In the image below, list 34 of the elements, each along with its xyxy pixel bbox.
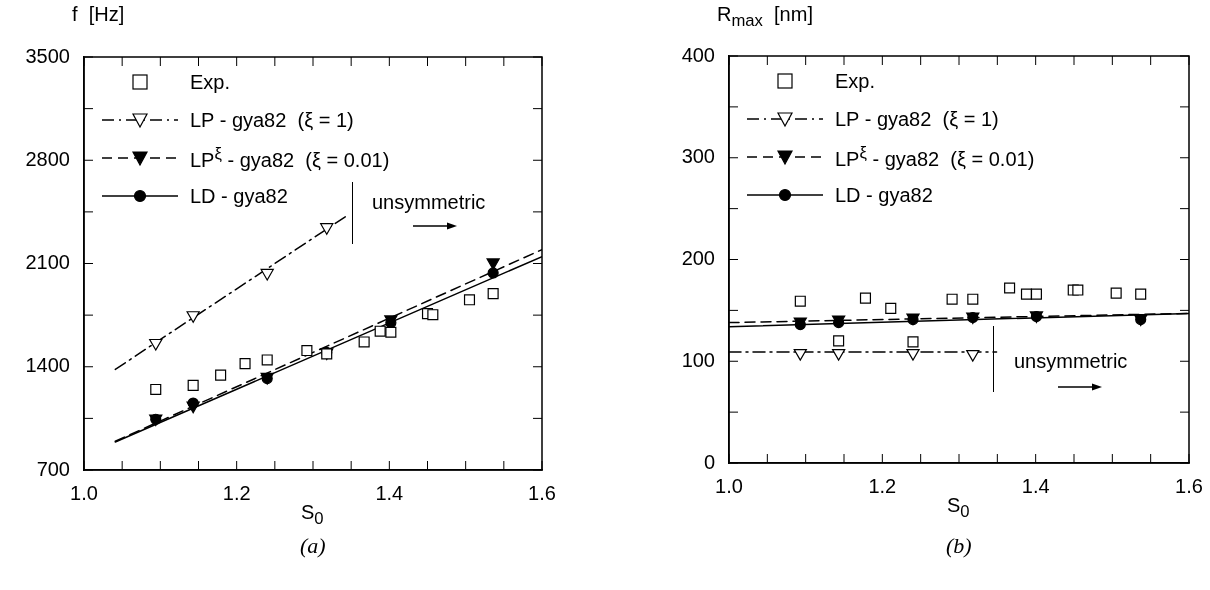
annotation: unsymmetric (1014, 350, 1128, 372)
y-tick-label: 2800 (25, 147, 70, 170)
x-axis-title: S$_{0}$ (301, 501, 324, 528)
y-tick-label: 1400 (25, 354, 70, 377)
y-tick-label: 200 (681, 247, 715, 270)
x-tick-label: 1.0 (70, 481, 98, 504)
x-tick-label: 1.6 (528, 481, 556, 504)
legend-label: LP - gya82 (ξ = 1) (835, 107, 999, 131)
legend-label: LP$^{ξ}$ - gya82 (ξ = 0.01) (190, 144, 390, 172)
y-tick-label: 300 (681, 145, 715, 168)
legend-label: Exp. (835, 69, 876, 93)
x-tick-label: 1.0 (715, 474, 743, 497)
annotation: unsymmetric (372, 191, 486, 213)
y-tick-label: 0 (703, 450, 715, 473)
legend-label: LP$^{ξ}$ - gya82 (ξ = 0.01) (835, 143, 1035, 171)
legend-label: Exp. (190, 70, 231, 94)
x-tick-label: 1.6 (1175, 474, 1203, 497)
y-tick-label: 2100 (25, 251, 70, 274)
x-tick-label: 1.2 (222, 481, 251, 504)
legend-label: LD - gya82 (190, 184, 288, 208)
legend-label: LD - gya82 (835, 183, 933, 207)
y-tick-label: 3500 (25, 44, 70, 67)
x-tick-label: 1.2 (868, 474, 897, 497)
x-tick-label: 1.4 (375, 481, 404, 504)
text: (b) (946, 533, 972, 559)
x-axis-title: S$_{0}$ (947, 494, 970, 521)
y-axis-title: f [Hz] (72, 3, 125, 25)
text: (a) (300, 533, 326, 559)
y-tick-label: 100 (681, 348, 715, 371)
legend-label: LP - gya82 (ξ = 1) (190, 108, 354, 132)
x-tick-label: 1.4 (1021, 474, 1050, 497)
y-axis-title: R$_{max}$ [nm] (717, 3, 813, 30)
y-tick-label: 400 (681, 43, 715, 66)
y-tick-label: 700 (36, 457, 70, 480)
